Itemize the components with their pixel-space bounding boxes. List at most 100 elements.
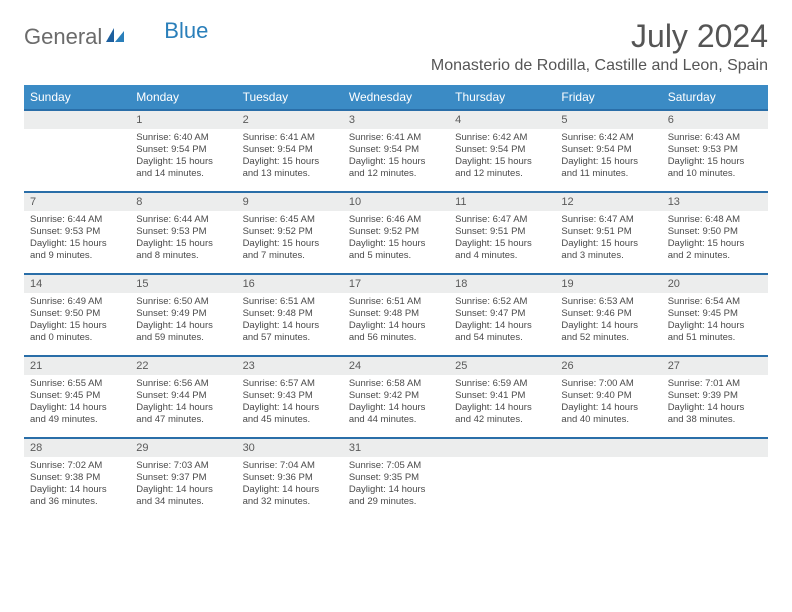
daylight-line2: and 13 minutes. xyxy=(243,168,337,180)
daylight-line2: and 4 minutes. xyxy=(455,250,549,262)
sunrise-text: Sunrise: 6:57 AM xyxy=(243,378,337,390)
daylight-line2: and 38 minutes. xyxy=(668,414,762,426)
daylight-line1: Daylight: 14 hours xyxy=(30,402,124,414)
sunrise-text: Sunrise: 6:49 AM xyxy=(30,296,124,308)
weekday-header: Saturday xyxy=(662,85,768,110)
calendar-header-row: SundayMondayTuesdayWednesdayThursdayFrid… xyxy=(24,85,768,110)
day-details: Sunrise: 7:05 AMSunset: 9:35 PMDaylight:… xyxy=(343,457,449,512)
day-number: 7 xyxy=(24,193,130,211)
daylight-line1: Daylight: 14 hours xyxy=(561,402,655,414)
daylight-line2: and 32 minutes. xyxy=(243,496,337,508)
title-block: July 2024 Monasterio de Rodilla, Castill… xyxy=(431,18,768,75)
day-details: Sunrise: 6:52 AMSunset: 9:47 PMDaylight:… xyxy=(449,293,555,348)
day-number: 31 xyxy=(343,439,449,457)
day-number: 13 xyxy=(662,193,768,211)
sunrise-text: Sunrise: 6:52 AM xyxy=(455,296,549,308)
daylight-line2: and 9 minutes. xyxy=(30,250,124,262)
daylight-line1: Daylight: 14 hours xyxy=(668,402,762,414)
calendar-week-row: 21Sunrise: 6:55 AMSunset: 9:45 PMDayligh… xyxy=(24,356,768,438)
sunrise-text: Sunrise: 7:01 AM xyxy=(668,378,762,390)
sunrise-text: Sunrise: 6:55 AM xyxy=(30,378,124,390)
day-details: Sunrise: 6:53 AMSunset: 9:46 PMDaylight:… xyxy=(555,293,661,348)
calendar-cell: 6Sunrise: 6:43 AMSunset: 9:53 PMDaylight… xyxy=(662,110,768,192)
day-number: 27 xyxy=(662,357,768,375)
weekday-header: Sunday xyxy=(24,85,130,110)
day-details: Sunrise: 6:40 AMSunset: 9:54 PMDaylight:… xyxy=(130,129,236,184)
day-number: 4 xyxy=(449,111,555,129)
sunset-text: Sunset: 9:47 PM xyxy=(455,308,549,320)
day-number: 6 xyxy=(662,111,768,129)
daylight-line2: and 45 minutes. xyxy=(243,414,337,426)
sunset-text: Sunset: 9:37 PM xyxy=(136,472,230,484)
calendar-week-row: 28Sunrise: 7:02 AMSunset: 9:38 PMDayligh… xyxy=(24,438,768,520)
sunset-text: Sunset: 9:35 PM xyxy=(349,472,443,484)
daylight-line1: Daylight: 14 hours xyxy=(30,484,124,496)
month-title: July 2024 xyxy=(431,18,768,55)
daylight-line1: Daylight: 15 hours xyxy=(455,238,549,250)
day-number: 14 xyxy=(24,275,130,293)
day-details: Sunrise: 6:49 AMSunset: 9:50 PMDaylight:… xyxy=(24,293,130,348)
daylight-line2: and 40 minutes. xyxy=(561,414,655,426)
daylight-line1: Daylight: 14 hours xyxy=(349,402,443,414)
weekday-header: Friday xyxy=(555,85,661,110)
day-number: 22 xyxy=(130,357,236,375)
sunset-text: Sunset: 9:51 PM xyxy=(561,226,655,238)
daylight-line1: Daylight: 14 hours xyxy=(243,402,337,414)
daylight-line1: Daylight: 14 hours xyxy=(243,484,337,496)
sunrise-text: Sunrise: 6:44 AM xyxy=(30,214,124,226)
sunset-text: Sunset: 9:52 PM xyxy=(349,226,443,238)
day-details: Sunrise: 6:58 AMSunset: 9:42 PMDaylight:… xyxy=(343,375,449,430)
sunset-text: Sunset: 9:39 PM xyxy=(668,390,762,402)
calendar-cell: 13Sunrise: 6:48 AMSunset: 9:50 PMDayligh… xyxy=(662,192,768,274)
daylight-line1: Daylight: 14 hours xyxy=(136,402,230,414)
daylight-line1: Daylight: 15 hours xyxy=(349,156,443,168)
day-details: Sunrise: 6:48 AMSunset: 9:50 PMDaylight:… xyxy=(662,211,768,266)
day-details: Sunrise: 7:04 AMSunset: 9:36 PMDaylight:… xyxy=(237,457,343,512)
day-number: 16 xyxy=(237,275,343,293)
daylight-line1: Daylight: 15 hours xyxy=(136,238,230,250)
daylight-line2: and 12 minutes. xyxy=(455,168,549,180)
sunrise-text: Sunrise: 6:47 AM xyxy=(561,214,655,226)
day-details: Sunrise: 6:47 AMSunset: 9:51 PMDaylight:… xyxy=(449,211,555,266)
day-number: 11 xyxy=(449,193,555,211)
day-number: 5 xyxy=(555,111,661,129)
day-details: Sunrise: 6:51 AMSunset: 9:48 PMDaylight:… xyxy=(343,293,449,348)
sunrise-text: Sunrise: 6:59 AM xyxy=(455,378,549,390)
weekday-header: Thursday xyxy=(449,85,555,110)
calendar-cell: 31Sunrise: 7:05 AMSunset: 9:35 PMDayligh… xyxy=(343,438,449,520)
day-number: 9 xyxy=(237,193,343,211)
daylight-line1: Daylight: 14 hours xyxy=(136,320,230,332)
day-number: 30 xyxy=(237,439,343,457)
calendar-cell: 1Sunrise: 6:40 AMSunset: 9:54 PMDaylight… xyxy=(130,110,236,192)
sunrise-text: Sunrise: 6:56 AM xyxy=(136,378,230,390)
day-number: 3 xyxy=(343,111,449,129)
sunrise-text: Sunrise: 6:42 AM xyxy=(561,132,655,144)
calendar-cell: 11Sunrise: 6:47 AMSunset: 9:51 PMDayligh… xyxy=(449,192,555,274)
sunrise-text: Sunrise: 7:05 AM xyxy=(349,460,443,472)
calendar-cell: 4Sunrise: 6:42 AMSunset: 9:54 PMDaylight… xyxy=(449,110,555,192)
sunset-text: Sunset: 9:41 PM xyxy=(455,390,549,402)
sunset-text: Sunset: 9:45 PM xyxy=(30,390,124,402)
daylight-line1: Daylight: 14 hours xyxy=(349,320,443,332)
daylight-line2: and 14 minutes. xyxy=(136,168,230,180)
day-details: Sunrise: 6:47 AMSunset: 9:51 PMDaylight:… xyxy=(555,211,661,266)
day-number: 2 xyxy=(237,111,343,129)
sunrise-text: Sunrise: 6:48 AM xyxy=(668,214,762,226)
day-number: 23 xyxy=(237,357,343,375)
day-details: Sunrise: 7:03 AMSunset: 9:37 PMDaylight:… xyxy=(130,457,236,512)
sunrise-text: Sunrise: 6:42 AM xyxy=(455,132,549,144)
calendar-cell: 18Sunrise: 6:52 AMSunset: 9:47 PMDayligh… xyxy=(449,274,555,356)
daylight-line2: and 51 minutes. xyxy=(668,332,762,344)
day-number: 12 xyxy=(555,193,661,211)
daylight-line2: and 56 minutes. xyxy=(349,332,443,344)
day-number: 21 xyxy=(24,357,130,375)
brand-word1: General xyxy=(24,24,102,50)
calendar-cell: 2Sunrise: 6:41 AMSunset: 9:54 PMDaylight… xyxy=(237,110,343,192)
calendar-cell: 16Sunrise: 6:51 AMSunset: 9:48 PMDayligh… xyxy=(237,274,343,356)
daylight-line1: Daylight: 15 hours xyxy=(243,156,337,168)
day-number: 1 xyxy=(130,111,236,129)
sunrise-text: Sunrise: 6:46 AM xyxy=(349,214,443,226)
calendar-cell: 17Sunrise: 6:51 AMSunset: 9:48 PMDayligh… xyxy=(343,274,449,356)
day-details: Sunrise: 6:57 AMSunset: 9:43 PMDaylight:… xyxy=(237,375,343,430)
calendar-cell xyxy=(662,438,768,520)
